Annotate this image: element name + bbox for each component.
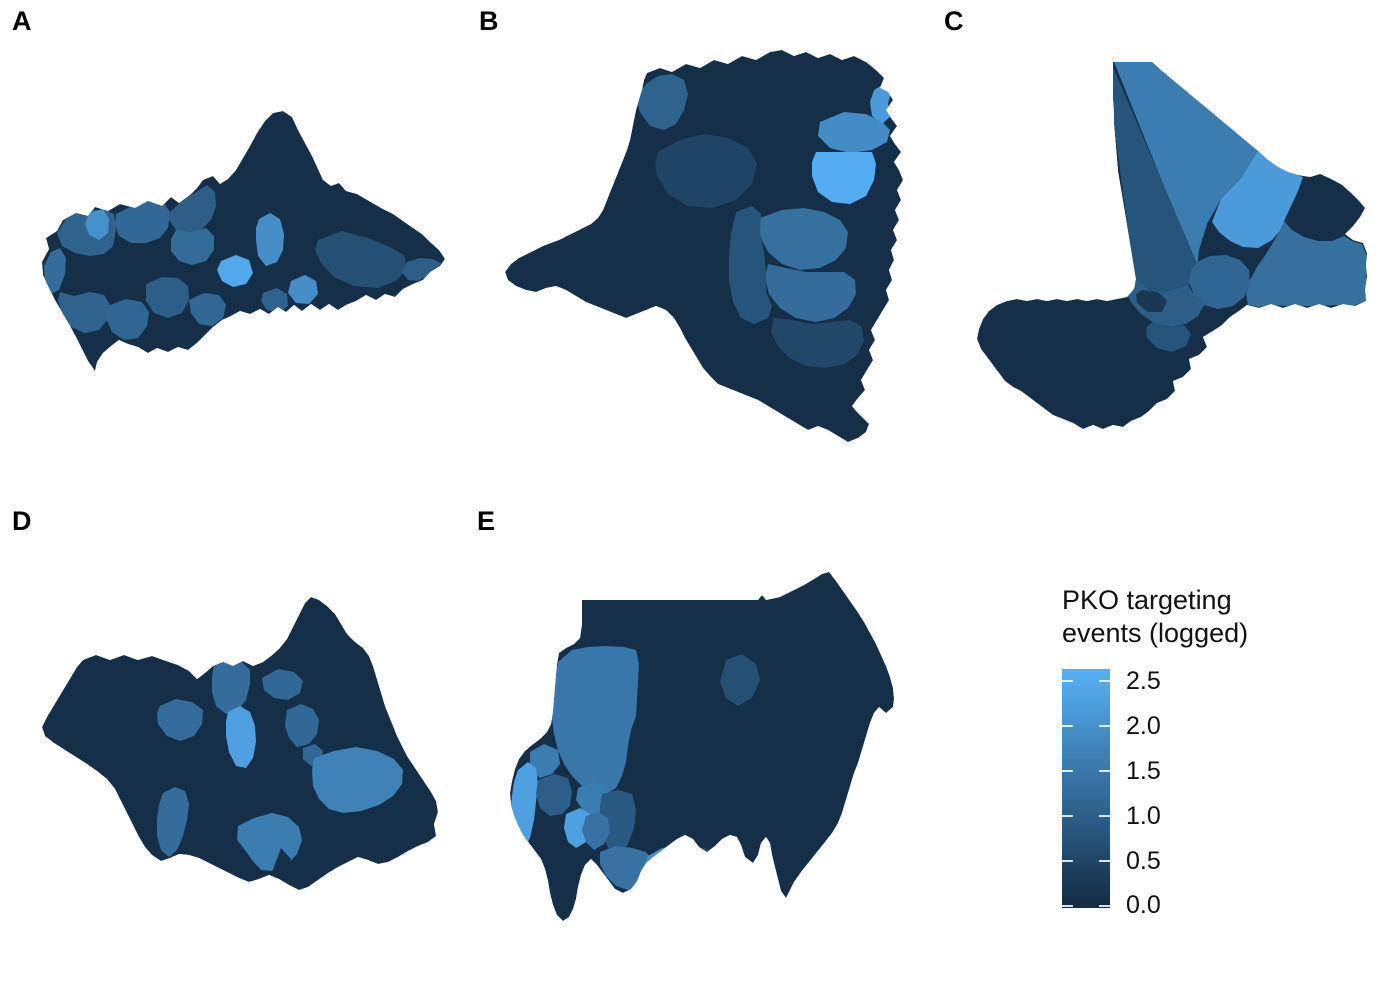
admin-region (1246, 221, 1366, 307)
admin-region (315, 231, 407, 288)
admin-region (212, 660, 250, 714)
panel-label-a: A (12, 6, 32, 36)
panel-label-e: E (477, 506, 496, 536)
admin-region (285, 704, 319, 747)
admin-region (1212, 151, 1303, 248)
admin-region (600, 790, 636, 856)
map-panel-e (510, 572, 894, 921)
admin-region (85, 209, 109, 240)
legend-gradient-bar (1062, 669, 1110, 908)
legend-tick-mark (1099, 860, 1110, 862)
admin-region (157, 787, 189, 857)
legend-tick-mark (1099, 905, 1110, 907)
admin-region (765, 264, 856, 322)
legend-tick-mark (1099, 815, 1110, 817)
legend-tick-mark (1062, 680, 1073, 682)
admin-region (1189, 255, 1250, 309)
legend-title-line-1: PKO targeting (1062, 585, 1232, 615)
legend-tick-label: 0.5 (1126, 847, 1161, 875)
admin-region (256, 213, 284, 266)
map-panel-b (505, 50, 903, 442)
admin-region (272, 848, 291, 872)
panel-label-b: B (479, 6, 499, 36)
admin-region (812, 152, 876, 204)
legend-tick-label: 1.0 (1126, 802, 1161, 830)
admin-region (530, 744, 560, 778)
admin-region (1136, 290, 1167, 312)
admin-region (58, 292, 110, 333)
legend-title-line-2: events (logged) (1062, 618, 1249, 648)
admin-region (655, 134, 757, 208)
admin-region (226, 706, 256, 768)
admin-region (402, 258, 441, 281)
legend-tick-label: 1.5 (1126, 757, 1161, 785)
admin-region (44, 248, 66, 294)
legend-tick-label: 2.0 (1126, 712, 1161, 740)
admin-region (729, 206, 772, 324)
legend-tick-mark (1062, 860, 1073, 862)
panel-label-d: D (12, 506, 32, 536)
admin-region (157, 699, 203, 741)
legend-tick-mark (1099, 725, 1110, 727)
admin-region (636, 74, 688, 130)
admin-region (106, 299, 149, 340)
admin-region (217, 255, 253, 287)
map-panel-c (977, 62, 1367, 429)
admin-region (288, 275, 318, 304)
admin-region (686, 848, 720, 878)
legend-tick-mark (1099, 770, 1110, 772)
map-panel-d (42, 597, 438, 890)
legend-tick-mark (1062, 770, 1073, 772)
panel-label-c: C (944, 6, 964, 36)
admin-region (1114, 62, 1260, 268)
legend-tick-label: 0.0 (1126, 891, 1161, 919)
admin-region (262, 669, 303, 700)
admin-region (600, 846, 654, 890)
admin-region (1108, 62, 1200, 294)
legend-title: PKO targeting events (logged) (1062, 584, 1248, 650)
map-panel-a (42, 111, 445, 371)
admin-region (870, 84, 891, 124)
legend-tick-mark (1062, 725, 1073, 727)
admin-region (760, 208, 848, 270)
admin-region (189, 293, 226, 326)
admin-region (171, 228, 214, 265)
admin-region (818, 112, 890, 153)
admin-region (146, 277, 189, 318)
admin-region (312, 747, 403, 813)
legend-tick-mark (1062, 815, 1073, 817)
admin-region (115, 202, 170, 243)
admin-region (1146, 322, 1191, 352)
legend-tick-label: 2.5 (1126, 667, 1161, 695)
admin-region (720, 654, 760, 706)
legend-tick-mark (1099, 680, 1110, 682)
admin-region (536, 774, 572, 816)
admin-region (771, 318, 864, 368)
admin-region (552, 646, 639, 794)
admin-region (169, 185, 216, 234)
legend-tick-mark (1062, 905, 1073, 907)
admin-region (1284, 174, 1365, 241)
admin-region (261, 288, 288, 313)
admin-region (582, 812, 610, 850)
